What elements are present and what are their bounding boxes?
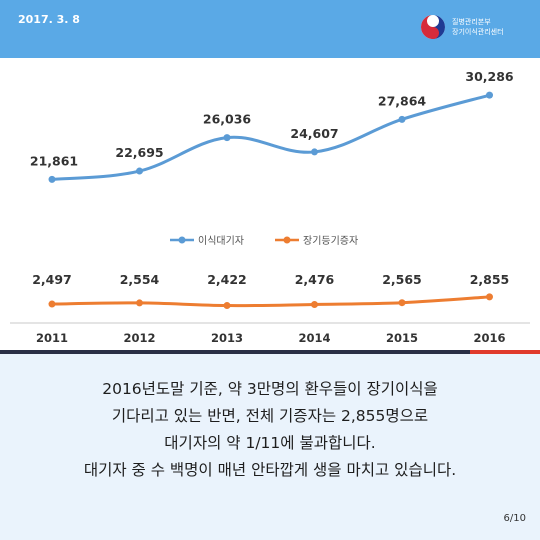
waiting-point <box>48 175 56 183</box>
donor-data-label: 2,565 <box>382 272 422 287</box>
caption-line: 대기자의 약 1/11에 불과합니다. <box>164 434 376 452</box>
waiting-point <box>136 167 143 175</box>
x-tick-label: 2015 <box>386 331 418 345</box>
donor-data-label: 2,855 <box>470 272 510 287</box>
divider-accent <box>470 350 540 354</box>
waiting-point <box>223 134 231 142</box>
donor-data-label: 2,476 <box>295 272 335 287</box>
waiting-point <box>311 148 318 156</box>
caption-panel: 2016년도말 기준, 약 3만명의 환우들이 장기이식을 기다리고 있는 반면… <box>0 354 540 540</box>
waiting-series-line <box>51 93 490 181</box>
donor-series-line <box>51 295 490 308</box>
waiting-data-label: 30,286 <box>465 69 514 84</box>
caption-line: 기다리고 있는 반면, 전체 기증자는 2,855명으로 <box>111 407 429 425</box>
taegeuk-logo-icon <box>421 15 445 39</box>
donor-point <box>48 300 56 308</box>
donor-point <box>486 293 493 301</box>
waiting-point <box>486 91 493 99</box>
caption-text: 2016년도말 기준, 약 3만명의 환우들이 장기이식을 기다리고 있는 반면… <box>20 376 520 484</box>
donor-data-label: 2,422 <box>207 272 247 287</box>
page-number: 6/10 <box>503 513 526 524</box>
divider-dark <box>0 350 470 354</box>
caption-line: 대기자 중 수 백명이 매년 안타깝게 생을 마치고 있습니다. <box>83 461 457 479</box>
donor-point <box>398 299 406 307</box>
donor-data-label: 2,497 <box>32 272 72 287</box>
x-tick-label: 2011 <box>36 331 68 345</box>
org-line-2: 장기이식관리센터 <box>452 28 504 36</box>
x-tick-label: 2012 <box>123 331 155 345</box>
donor-data-label: 2,554 <box>120 272 160 287</box>
x-tick-label: 2016 <box>473 331 505 345</box>
header-bar: 2017. 3. 8 질병관리본부 장기이식관리센터 <box>0 0 540 58</box>
x-tick-label: 2014 <box>298 331 330 345</box>
legend-donor-marker <box>283 236 291 244</box>
waiting-data-label: 24,607 <box>290 126 338 141</box>
waiting-data-label: 22,695 <box>115 145 163 160</box>
waiting-data-label: 21,861 <box>30 153 78 168</box>
x-tick-label: 2013 <box>211 331 243 345</box>
waiting-point <box>398 115 406 123</box>
line-chart: 21,861 22,695 26,036 24,607 27,864 30,286 2,49… <box>10 69 530 345</box>
legend-donor-label: 장기등기증자 <box>303 235 358 247</box>
donor-point <box>311 300 318 308</box>
organization-badge: 질병관리본부 장기이식관리센터 <box>420 12 535 48</box>
organization-name: 질병관리본부 장기이식관리센터 <box>452 17 504 37</box>
donor-point <box>136 299 143 307</box>
date-label: 2017. 3. 8 <box>18 13 80 26</box>
waiting-data-label: 27,864 <box>378 93 427 108</box>
waiting-data-label: 26,036 <box>203 112 252 127</box>
donor-point <box>223 302 231 310</box>
legend-waiting-label: 이식대기자 <box>198 235 244 247</box>
legend-waiting-marker <box>178 236 186 244</box>
org-line-1: 질병관리본부 <box>452 18 491 26</box>
caption-line: 2016년도말 기준, 약 3만명의 환우들이 장기이식을 <box>102 380 438 398</box>
